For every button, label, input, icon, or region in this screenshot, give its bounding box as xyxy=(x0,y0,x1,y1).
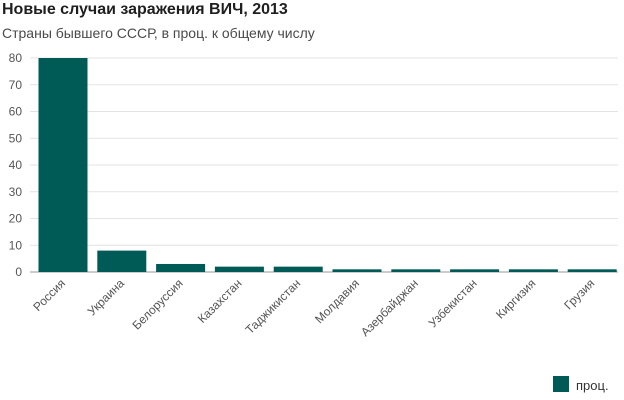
y-tick-label: 20 xyxy=(9,212,23,226)
gridlines xyxy=(30,57,618,273)
x-axis-labels: Россия Украина Белоруссия КазахстанТаджикис… xyxy=(30,276,597,339)
y-tick-label: 80 xyxy=(9,51,23,65)
y-tick-label: 60 xyxy=(9,105,23,119)
x-tick-label: Белоруссия xyxy=(129,276,185,332)
y-tick-label: 0 xyxy=(15,265,22,279)
y-axis-ticks: 0 10 20 30 40 50 60 70 80 xyxy=(9,51,23,279)
bar xyxy=(97,250,147,272)
x-tick-label: Украина xyxy=(85,276,127,318)
bar xyxy=(38,58,88,272)
y-tick-label: 30 xyxy=(9,185,23,199)
chart-subtitle: Страны бывшего СССР, в проц. к общему чи… xyxy=(2,25,315,41)
chart-title: Новые случаи заражения ВИЧ, 2013 xyxy=(2,1,288,18)
x-tick-label: Грузия xyxy=(561,276,597,312)
bar xyxy=(273,266,323,272)
y-tick-label: 40 xyxy=(9,158,23,172)
bar xyxy=(567,269,617,272)
legend-swatch xyxy=(553,376,569,392)
y-tick-label: 50 xyxy=(9,131,23,145)
y-tick-label: 10 xyxy=(9,238,23,252)
x-tick-label: Таджикистан xyxy=(243,276,304,337)
bar xyxy=(391,269,441,272)
legend: проц. xyxy=(553,376,609,393)
bar xyxy=(214,266,264,272)
x-tick-label: Узбекистан xyxy=(426,276,480,330)
bars xyxy=(38,58,617,272)
x-tick-label: Азербайджан xyxy=(358,276,421,339)
bar xyxy=(332,269,382,272)
bar xyxy=(450,269,500,272)
bar xyxy=(156,263,206,272)
bar xyxy=(508,269,558,272)
x-tick-label: Россия xyxy=(30,276,68,314)
legend-label: проц. xyxy=(576,378,609,393)
x-tick-label: Киргизия xyxy=(493,276,538,321)
x-tick-label: Казахстан xyxy=(195,276,245,326)
y-tick-label: 70 xyxy=(9,78,23,92)
x-tick-label: Молдавия xyxy=(312,276,362,326)
